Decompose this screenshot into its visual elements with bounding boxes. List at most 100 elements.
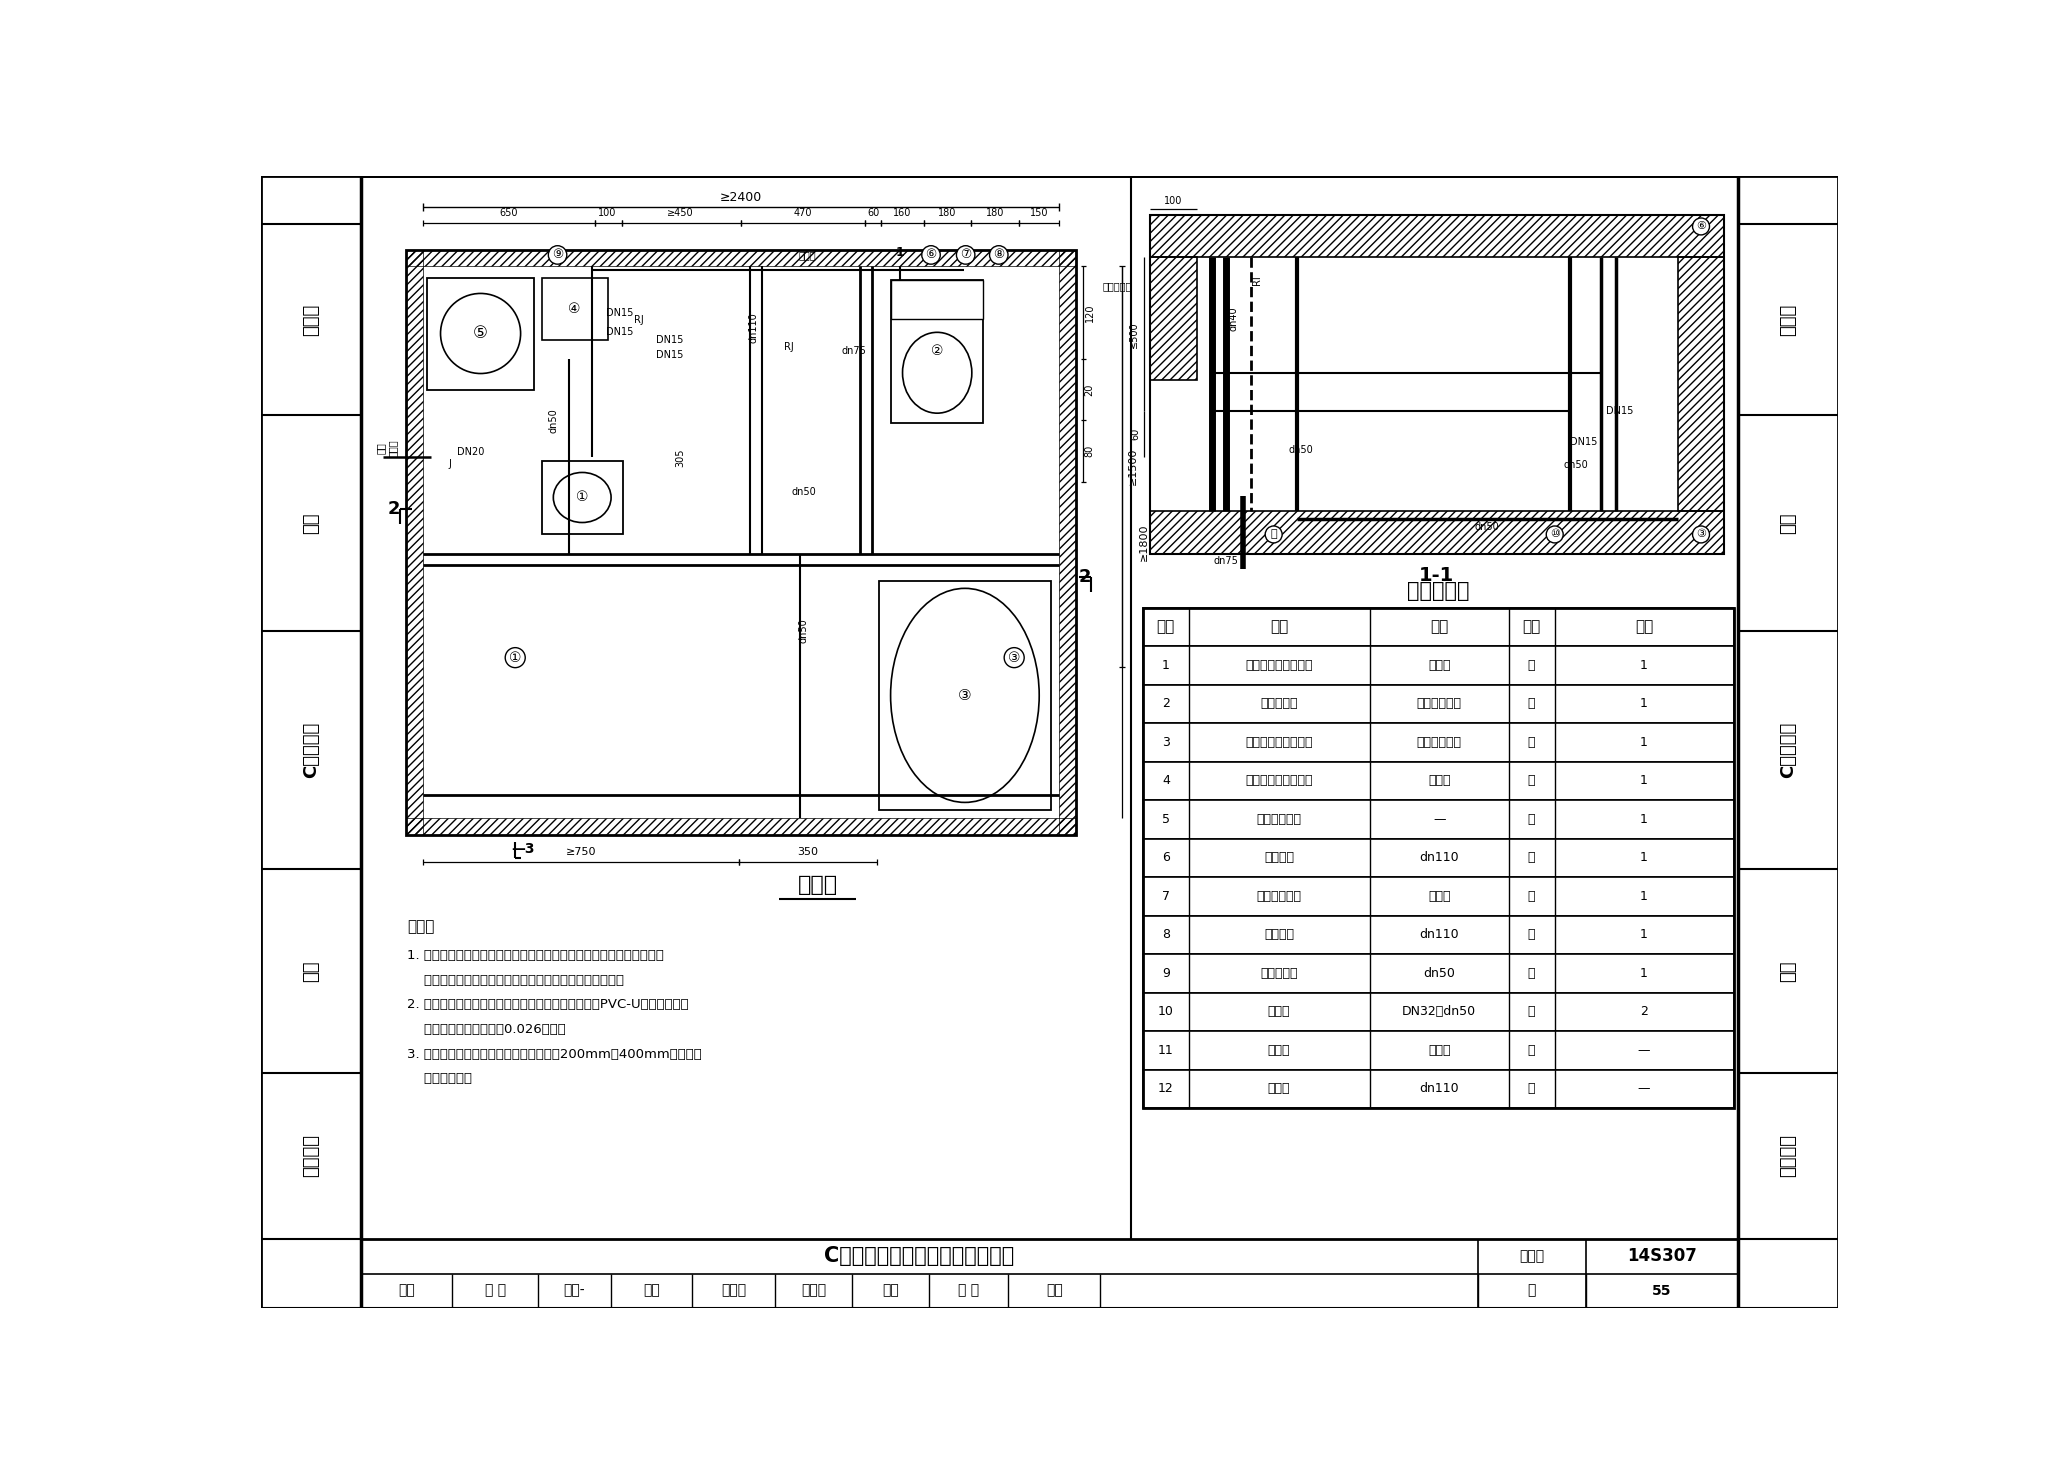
Text: 1: 1 [1640, 736, 1649, 748]
Bar [891, 281, 983, 423]
Text: DN15: DN15 [1606, 406, 1634, 416]
Text: 沈文早: 沈文早 [801, 1283, 827, 1298]
Text: ≤500: ≤500 [1128, 320, 1139, 347]
Text: 80: 80 [1085, 445, 1094, 457]
Text: dn50: dn50 [1565, 460, 1589, 470]
Text: 根: 根 [1528, 889, 1536, 903]
Circle shape [989, 245, 1008, 265]
Text: 60: 60 [1130, 428, 1141, 441]
Bar [406, 817, 1075, 835]
Text: 节点详图: 节点详图 [303, 1135, 319, 1177]
Text: ⑥: ⑥ [1696, 222, 1706, 231]
Text: DN20: DN20 [457, 447, 485, 457]
Bar [1143, 1030, 1735, 1070]
Text: 节点详图: 节点详图 [1780, 1135, 1796, 1177]
Text: 地坪装饰面层以下的水泥砂浆结合层内时，用虚线表示。: 地坪装饰面层以下的水泥砂浆结合层内时，用虚线表示。 [408, 973, 625, 986]
Text: 60: 60 [866, 209, 879, 219]
Text: 张文华: 张文华 [721, 1283, 745, 1298]
Bar [1143, 607, 1735, 1108]
Text: 2: 2 [1079, 567, 1092, 587]
Text: 存水弯: 存水弯 [1268, 1005, 1290, 1019]
Text: —: — [1434, 813, 1446, 826]
Text: 根: 根 [1528, 851, 1536, 864]
Text: ⑩: ⑩ [1550, 529, 1561, 539]
Text: J: J [449, 459, 451, 469]
Bar [543, 462, 623, 535]
Text: RJ: RJ [784, 343, 793, 353]
Text: dn50: dn50 [793, 487, 817, 497]
Text: 页: 页 [1528, 1283, 1536, 1298]
Text: ②: ② [932, 344, 944, 359]
Text: 1: 1 [1640, 929, 1649, 941]
Text: 校对: 校对 [643, 1283, 659, 1298]
Text: ≥750: ≥750 [565, 848, 596, 857]
Text: 专用通气立管: 专用通气立管 [1257, 889, 1303, 903]
Text: ①: ① [575, 491, 588, 504]
Text: 2: 2 [1640, 1005, 1649, 1019]
Text: 套: 套 [1528, 736, 1536, 748]
Text: 160: 160 [893, 209, 911, 219]
Circle shape [922, 245, 940, 265]
Text: ≥2400: ≥2400 [719, 191, 762, 204]
Bar [426, 278, 535, 390]
Text: 数量: 数量 [1634, 619, 1653, 635]
Text: 总说明: 总说明 [303, 303, 319, 335]
Text: 1: 1 [1640, 889, 1649, 903]
Text: 单柄混合水嘴洗脸盆: 单柄混合水嘴洗脸盆 [1245, 659, 1313, 672]
Text: 单柄水嘴无裙边浴盆: 单柄水嘴无裙边浴盆 [1245, 736, 1313, 748]
Text: 1: 1 [1640, 697, 1649, 710]
Text: 检修口: 检修口 [799, 250, 817, 260]
Text: 有水封地漏: 有水封地漏 [1260, 967, 1298, 980]
Text: 1: 1 [1640, 659, 1649, 672]
Text: —: — [1638, 1082, 1651, 1095]
Text: 全自动洗衣机: 全自动洗衣机 [1257, 813, 1303, 826]
Text: 180: 180 [985, 209, 1004, 219]
Text: dn50: dn50 [549, 409, 559, 432]
Text: 1: 1 [1640, 775, 1649, 788]
Bar [1151, 257, 1196, 381]
Text: 1: 1 [1640, 967, 1649, 980]
Text: ⑤: ⑤ [473, 325, 487, 343]
Text: 名称: 名称 [1270, 619, 1288, 635]
Text: 470: 470 [793, 209, 811, 219]
Text: 1-1: 1-1 [1419, 566, 1454, 585]
Text: 套: 套 [1528, 775, 1536, 788]
Text: 审核: 审核 [397, 1283, 416, 1298]
Text: ④: ④ [567, 301, 582, 316]
Text: dn75: dn75 [842, 347, 866, 356]
Text: 305: 305 [676, 448, 686, 466]
Circle shape [1692, 218, 1710, 235]
Text: DN32、dn50: DN32、dn50 [1403, 1005, 1477, 1019]
Text: 100: 100 [1165, 196, 1184, 206]
Bar [543, 278, 608, 340]
Text: dn110: dn110 [1419, 1082, 1458, 1095]
Text: ①: ① [510, 651, 522, 664]
Circle shape [506, 648, 524, 667]
Text: ≥1500: ≥1500 [1128, 448, 1139, 485]
Text: ≥450: ≥450 [668, 209, 694, 219]
Text: 总说明: 总说明 [1780, 303, 1796, 335]
Text: dn110: dn110 [750, 313, 760, 344]
Bar [406, 250, 1075, 835]
Bar [891, 281, 983, 319]
Text: 11: 11 [1157, 1044, 1174, 1057]
Text: dn50: dn50 [1423, 967, 1456, 980]
Text: ⑥: ⑥ [926, 248, 936, 262]
Text: C型卫生间: C型卫生间 [303, 722, 319, 778]
Text: ⑦: ⑦ [961, 248, 971, 262]
Text: —3: —3 [512, 842, 535, 856]
Circle shape [956, 245, 975, 265]
Text: 14S307: 14S307 [1626, 1247, 1696, 1266]
Text: 3: 3 [1161, 736, 1169, 748]
Text: 120: 120 [1085, 303, 1094, 322]
Circle shape [1266, 526, 1282, 542]
Bar [1143, 1070, 1735, 1108]
Text: 650: 650 [500, 209, 518, 219]
Text: 张 淼: 张 淼 [485, 1283, 506, 1298]
Ellipse shape [903, 332, 973, 413]
Text: 个: 个 [1528, 1082, 1536, 1095]
Bar [1143, 685, 1735, 723]
Text: 2: 2 [387, 500, 401, 517]
Bar [879, 581, 1051, 810]
Text: 1: 1 [1640, 851, 1649, 864]
